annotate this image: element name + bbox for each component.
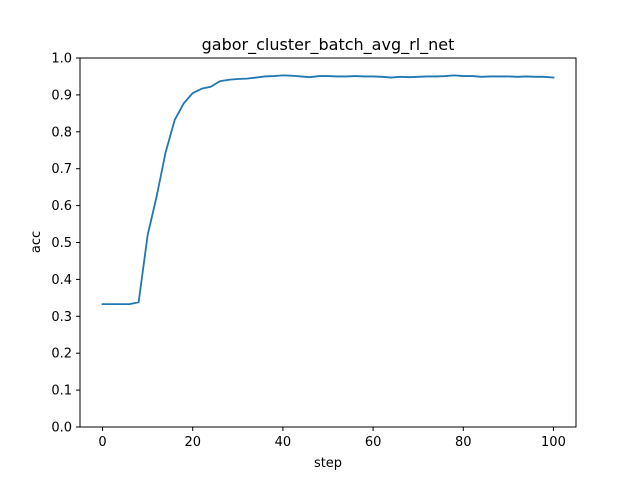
x-tick-label: 20: [184, 435, 201, 450]
y-tick-label: 0.3: [51, 310, 72, 325]
y-tick-label: 0.0: [51, 421, 72, 436]
y-tick-label: 0.5: [51, 236, 72, 251]
x-tick-label: 80: [455, 435, 472, 450]
y-tick-label: 0.9: [51, 88, 72, 103]
y-tick-label: 0.6: [51, 199, 72, 214]
plot-frame: [79, 57, 577, 428]
y-axis-label: acc: [29, 231, 44, 253]
chart-title: gabor_cluster_batch_avg_rl_net: [202, 35, 455, 55]
x-tick-label: 0: [98, 435, 106, 450]
y-tick-label: 0.2: [51, 347, 72, 362]
x-tick-label: 40: [275, 435, 292, 450]
y-tick-label: 0.4: [51, 273, 72, 288]
x-axis-label: step: [314, 456, 342, 471]
series-line-0: [101, 74, 555, 306]
y-tick-label: 1.0: [51, 52, 72, 67]
x-tick-label: 60: [365, 435, 382, 450]
y-tick-label: 0.7: [51, 162, 72, 177]
y-tick-label: 0.1: [51, 384, 72, 399]
x-tick-label: 100: [541, 435, 566, 450]
y-tick-label: 0.8: [51, 125, 72, 140]
